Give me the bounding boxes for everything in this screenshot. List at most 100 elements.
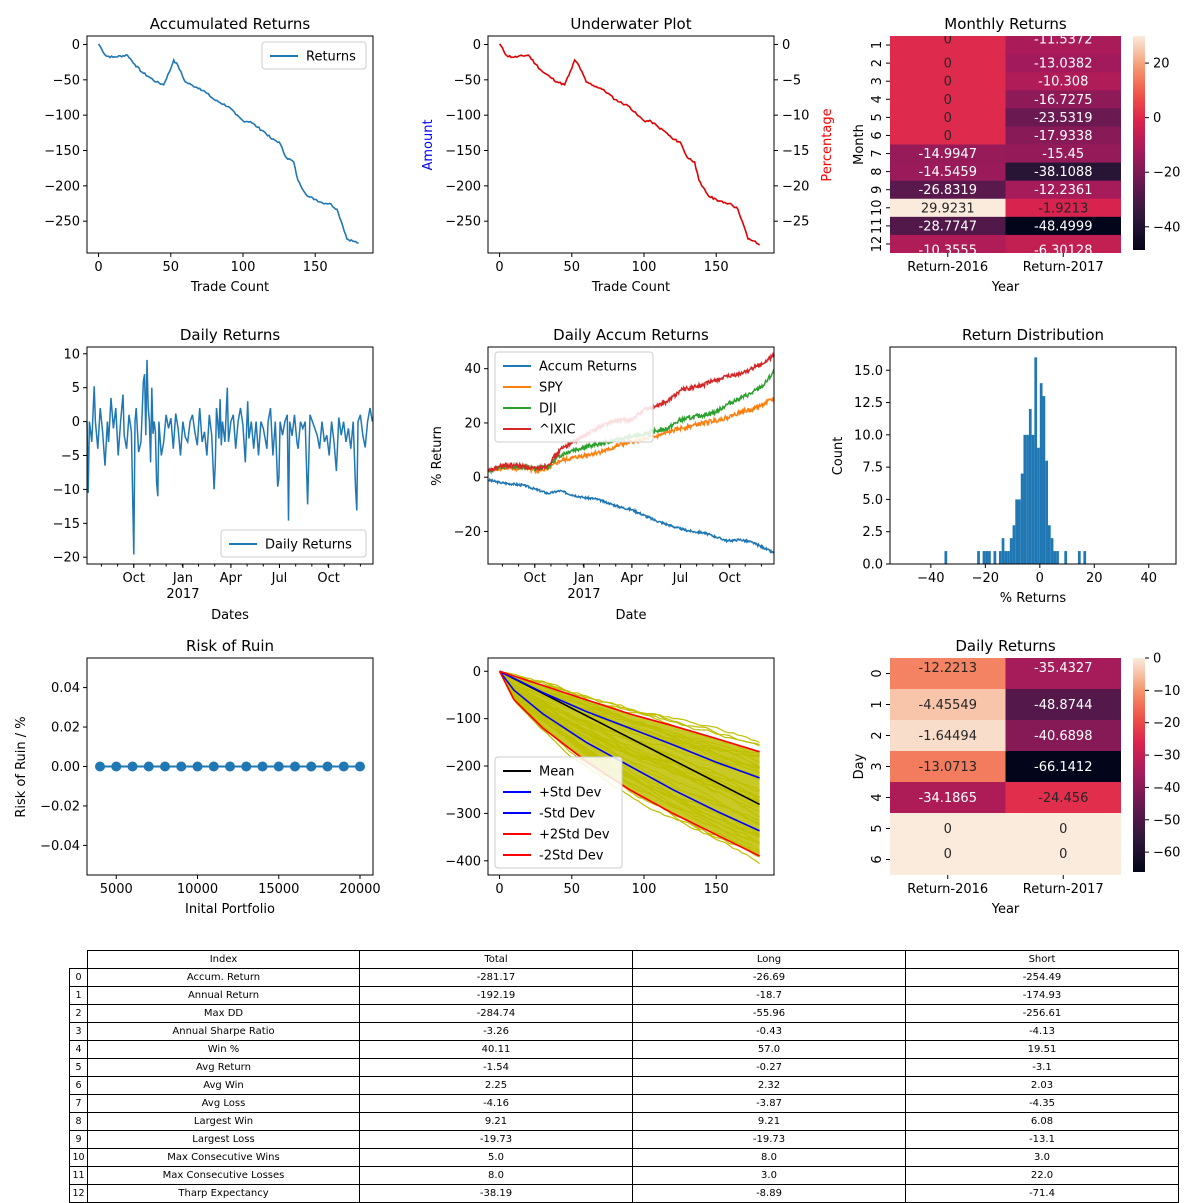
y-axis-label: % Return (430, 426, 445, 486)
table-cell: Avg Return (87, 1058, 360, 1077)
histogram-bar (944, 551, 948, 564)
heatmap-cell-label: -26.8319 (919, 183, 977, 198)
heatmap-cell-label: 0 (944, 129, 952, 144)
table-cell: 19.51 (905, 1040, 1179, 1059)
legend-box (261, 41, 367, 70)
heatmap-cell (890, 108, 1006, 127)
table-cell: Largest Loss (87, 1130, 360, 1149)
table-cell: Win % (87, 1040, 360, 1059)
heatmap-cell-label: 0 (1059, 847, 1067, 862)
table-cell: -26.69 (632, 968, 906, 987)
y-tick-label: −0.02 (40, 799, 80, 814)
table-cell: Max Consecutive Losses (87, 1166, 360, 1185)
series-line-returns (97, 43, 359, 244)
x-tick-label: Return-2016 (907, 882, 988, 897)
heatmap-cell-label: -34.1865 (919, 791, 977, 806)
y2-tick-label: −20 (782, 179, 809, 194)
x-tick-label: Return-2017 (1023, 260, 1104, 275)
simulation-path (499, 670, 760, 744)
y-tick-label: −200 (445, 760, 481, 775)
x-tick-label: Oct (317, 571, 339, 586)
histogram-bar (1047, 525, 1051, 564)
heatmap-cell (1005, 844, 1121, 875)
heatmap-cell-label: -17.9338 (1034, 129, 1092, 144)
heatmap-cell (1005, 216, 1121, 236)
y-axis-label-percentage: Percentage (820, 108, 835, 181)
histogram-bar (985, 551, 989, 564)
histogram-bar (1020, 473, 1024, 564)
y-tick-label: 2 (870, 59, 885, 67)
histogram-bar (1001, 538, 1005, 564)
colorbar (1133, 36, 1145, 250)
heatmap-cell-label: 0 (944, 111, 952, 126)
x-tick-label: Jan (573, 571, 594, 586)
table-row-index: 8 (69, 1112, 88, 1131)
heatmap-cell-label: -13.0382 (1034, 57, 1092, 72)
histogram-bar (1042, 396, 1046, 564)
scatter-point (273, 761, 284, 772)
histogram-bar (1077, 551, 1081, 564)
histogram-bar (1007, 551, 1010, 564)
y-axis-label-amount: Amount (421, 119, 436, 170)
heatmap-cell (890, 144, 1006, 164)
x-tick-label: Jul (672, 571, 689, 586)
y-tick-label: −20 (454, 525, 481, 540)
colorbar (1133, 658, 1145, 872)
table-row: 6 Avg Win 2.25 2.32 2.03 (69, 1076, 1179, 1095)
heatmap-cell (890, 234, 1006, 253)
chart-risk-of-ruin: Risk of Ruin 5000 10000 15000 20000 0.04 0.02 0… (14, 637, 381, 917)
heatmap-cell-label: -23.5319 (1034, 111, 1092, 126)
plot-frame (889, 346, 1177, 565)
x-tick-label: 150 (303, 260, 328, 275)
y-tick-label: 0.02 (51, 721, 80, 736)
y-tick-label: 7 (870, 149, 885, 157)
heatmap-cell (890, 720, 1006, 752)
histogram-bar (1056, 551, 1059, 564)
table-cell: -1.54 (359, 1058, 633, 1077)
histogram-bar (1026, 434, 1029, 564)
histogram-bar (1018, 499, 1021, 564)
x-tick-label: 100 (632, 882, 657, 897)
histogram-bar (1004, 551, 1008, 564)
y-axis-label: Risk of Ruin / % (14, 716, 29, 817)
heatmap-cell-label: -1.9213 (1038, 201, 1088, 216)
x-tick-label: 150 (704, 882, 729, 897)
table-cell: 6.08 (905, 1112, 1179, 1131)
table-cell: -281.17 (359, 968, 633, 987)
x-tick-sublabel: 2017 (567, 587, 600, 602)
y-tick-label: 15.0 (854, 364, 883, 379)
heatmap-cell-label: 0 (944, 33, 952, 48)
chart-daily-returns-heatmap: -12.2213 -35.4327 -4.45549 -48.8744 -1.64494… (852, 637, 1180, 917)
table-row-index: 6 (69, 1076, 88, 1095)
table-row: 8 Largest Win 9.21 9.21 6.08 (69, 1112, 1179, 1131)
chart-title: Daily Returns (955, 637, 1055, 655)
x-axis-label: Year (991, 902, 1020, 917)
table-cell: 5.0 (359, 1148, 633, 1167)
table-cell: -13.1 (905, 1130, 1179, 1149)
heatmap-cell-label: 0 (944, 57, 952, 72)
colorbar-tick-label: 20 (1153, 57, 1170, 72)
table-cell: Largest Win (87, 1112, 360, 1131)
heatmap-cell (1005, 180, 1121, 200)
heatmap-cell-label: -12.2361 (1034, 183, 1092, 198)
table-cell: Max DD (87, 1004, 360, 1023)
heatmap-cell (890, 54, 1006, 73)
y-tick-label: 2 (870, 731, 885, 739)
y-tick-label: 0.04 (51, 681, 80, 696)
histogram-bar (1009, 538, 1013, 564)
x-tick-label: Oct (718, 571, 740, 586)
y-tick-label: 5 (870, 824, 885, 832)
table-header-row: Index Total Long Short (70, 950, 1179, 969)
x-tick-label: 20 (1086, 571, 1103, 586)
y-tick-label: 1 (870, 700, 885, 708)
scatter-point (257, 761, 268, 772)
histogram-bar (1034, 357, 1038, 564)
histogram-bar (1039, 383, 1043, 564)
x-tick-label: 100 (632, 260, 657, 275)
y-axis-label: Count (831, 437, 846, 476)
y-tick-label: 0 (473, 665, 481, 680)
y-tick-label: −200 (44, 179, 80, 194)
heatmap-cell (1005, 126, 1121, 145)
legend-entry: -2Std Dev (539, 849, 604, 864)
scatter-point (111, 761, 122, 772)
